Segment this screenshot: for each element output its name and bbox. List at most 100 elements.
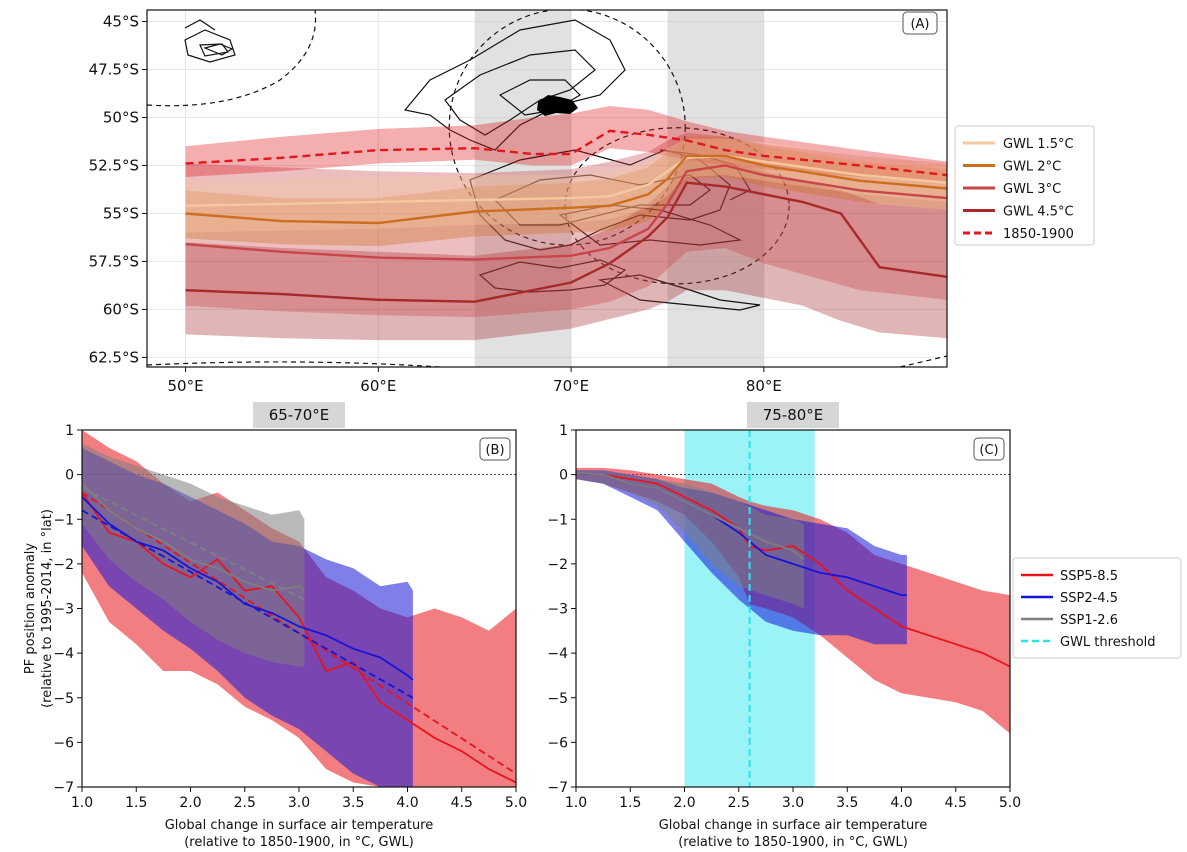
x-tick-label: 2.5 xyxy=(234,795,256,811)
legend-a-box xyxy=(954,125,1095,246)
x-tick-label: 4.5 xyxy=(451,795,473,811)
x-tick-label: 3.0 xyxy=(782,795,804,811)
y-tick-label: −2 xyxy=(547,557,568,573)
legend-label: GWL threshold xyxy=(1060,635,1156,650)
y-tick-label: −6 xyxy=(547,735,568,751)
y-tick-label: −6 xyxy=(53,735,74,751)
y-tick-label: 1 xyxy=(65,423,74,439)
y-tick-label: 52.5°S xyxy=(89,156,139,174)
panel-title-box xyxy=(747,402,839,428)
x-tick-label: 1.0 xyxy=(565,795,587,811)
legend-b-box xyxy=(1012,557,1182,659)
y-tick-label: 45°S xyxy=(103,13,139,31)
panel-c: 1.0 1.5 2.0 2.5 3.0 3.5 4.0 4.5 5.0 1 0 −1 −2 −3 −4 −5 −… xyxy=(547,402,1021,850)
x-tick-label: 2.0 xyxy=(179,795,201,811)
panel-label-box xyxy=(479,437,511,461)
x-axis-label: Global change in surface air temperature xyxy=(165,818,434,833)
y-tick-label: −3 xyxy=(547,602,568,618)
x-tick-label: 1.5 xyxy=(125,795,147,811)
legend-label: GWL 3°C xyxy=(1003,182,1061,197)
legend-label: SSP2-4.5 xyxy=(1060,591,1118,606)
dashed-circle-outer xyxy=(448,10,686,246)
x-tick-label: 3.0 xyxy=(288,795,310,811)
x-axis-label: Global change in surface air temperature xyxy=(659,818,928,833)
band-ssp1-2.6 xyxy=(576,470,804,609)
bathymetry-contour xyxy=(493,174,711,226)
bathymetry-contour xyxy=(597,274,761,311)
trend-ssp1-2.6 xyxy=(82,487,305,601)
x-tick-label: 2.0 xyxy=(673,795,695,811)
trend-ssp2-4.5 xyxy=(82,509,414,699)
dashed-boundary-west xyxy=(147,10,317,107)
line-1850-1900 xyxy=(185,129,947,177)
line-ssp5-8.5 xyxy=(576,471,1010,668)
y-tick-label: −7 xyxy=(547,780,568,796)
dashed-boundary-south xyxy=(147,361,441,367)
panel-label: (C) xyxy=(979,443,998,458)
band-gwl-4-5-c xyxy=(185,155,947,341)
longitude-band xyxy=(474,10,572,367)
panel-label-box xyxy=(973,437,1005,461)
y-tick-label: −5 xyxy=(547,691,568,707)
crozet-contour xyxy=(203,43,234,56)
trend-ssp5-8.5 xyxy=(82,491,516,775)
dashed-boundary-se xyxy=(899,355,947,367)
plot-area xyxy=(82,430,516,787)
bathymetry-contour xyxy=(444,49,596,136)
panel-a-frame xyxy=(146,9,948,368)
x-tick-label: 80°E xyxy=(746,377,782,395)
x-tick-label: 3.5 xyxy=(836,795,858,811)
legend-label: GWL 1.5°C xyxy=(1003,137,1074,152)
x-axis-label-2: (relative to 1850-1900, in °C, GWL) xyxy=(678,835,908,850)
panel-label-box xyxy=(902,11,938,35)
y-tick-label: 0 xyxy=(65,468,74,484)
line-gwl-2-c xyxy=(185,154,947,225)
line-ssp1-2.6 xyxy=(576,471,805,561)
bathymetry-contour xyxy=(184,29,236,63)
bathymetry-contour xyxy=(184,19,216,31)
x-axis-label-2: (relative to 1850-1900, in °C, GWL) xyxy=(184,835,414,850)
legend-label: SSP1-2.6 xyxy=(1060,613,1118,628)
x-tick-label: 1.5 xyxy=(619,795,641,811)
plot-area xyxy=(576,430,1010,787)
x-tick-label: 1.0 xyxy=(71,795,93,811)
y-tick-label: 57.5°S xyxy=(89,252,139,270)
panel-title-box xyxy=(253,402,345,428)
panel-title: 75-80°E xyxy=(763,406,824,424)
y-tick-label: 50°S xyxy=(103,108,139,126)
bathymetry-contour xyxy=(659,149,751,201)
panel-a: 50°E 60°E 70°E 80°E 45°S 47.5°S 50°S 52.5°S 55°S… xyxy=(89,9,948,395)
line-gwl-4-5-c xyxy=(185,181,947,303)
y-tick-label: −5 xyxy=(53,691,74,707)
legend-label: GWL 2°C xyxy=(1003,160,1061,175)
y-axis-label: PF position anomaly xyxy=(23,543,38,674)
y-tick-label: −7 xyxy=(53,780,74,796)
bathymetry-contour xyxy=(403,19,626,151)
dashed-circle-inner xyxy=(564,127,790,285)
band-ssp1-2.6 xyxy=(82,443,305,667)
y-tick-label: −4 xyxy=(547,646,568,662)
legend-b: SSP5-8.5 SSP2-4.5 SSP1-2.6 GWL threshold xyxy=(1012,557,1182,659)
x-tick-label: 70°E xyxy=(553,377,589,395)
y-tick-label: −2 xyxy=(53,557,74,573)
y-tick-label: −1 xyxy=(547,512,568,528)
y-tick-label: 47.5°S xyxy=(89,61,139,79)
x-tick-label: 2.5 xyxy=(728,795,750,811)
y-tick-label: −1 xyxy=(53,512,74,528)
y-tick-label: 62.5°S xyxy=(89,348,139,366)
x-tick-label: 50°E xyxy=(168,377,204,395)
legend-label: 1850-1900 xyxy=(1003,227,1074,242)
y-tick-label: −4 xyxy=(53,646,74,662)
panel-label: (B) xyxy=(485,443,504,458)
line-gwl-3-c xyxy=(185,164,947,261)
legend-a: GWL 1.5°C GWL 2°C GWL 3°C GWL 4.5°C 1850-190… xyxy=(954,125,1095,246)
panel-a-plot-area xyxy=(147,10,947,367)
x-tick-label: 4.5 xyxy=(945,795,967,811)
bathymetry-contour xyxy=(498,79,581,116)
y-tick-label: 55°S xyxy=(103,204,139,222)
y-tick-label: 0 xyxy=(559,468,568,484)
bathymetry-contour xyxy=(469,149,731,251)
kerguelen-island xyxy=(537,95,578,116)
bathymetry-contour xyxy=(478,259,627,293)
